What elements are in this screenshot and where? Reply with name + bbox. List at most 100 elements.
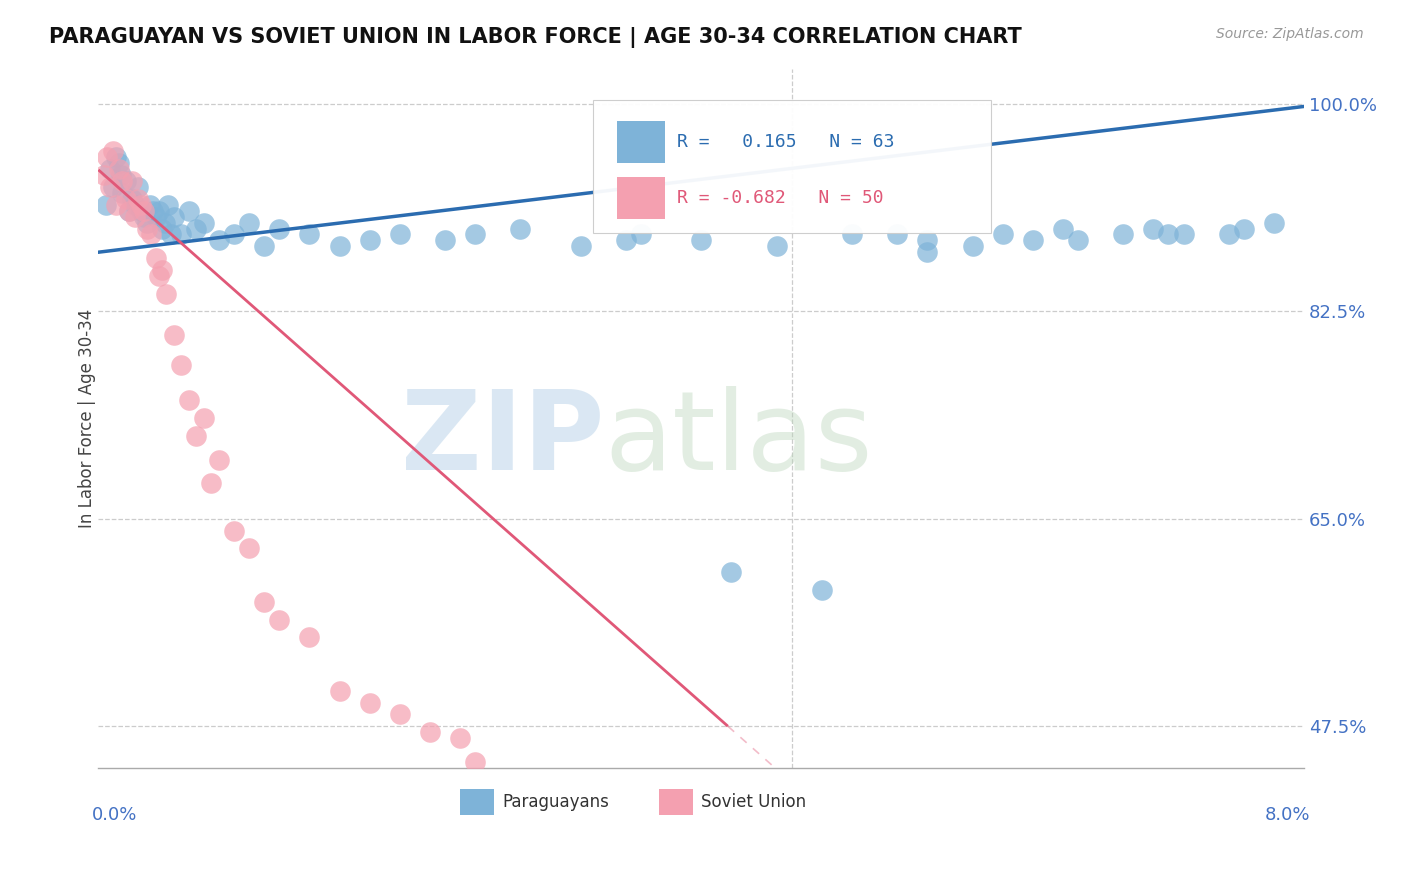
Point <box>177 203 200 218</box>
Point <box>690 802 713 816</box>
Point <box>186 221 208 235</box>
Text: ZIP: ZIP <box>401 385 605 492</box>
Text: PARAGUAYAN VS SOVIET UNION IN LABOR FORCE | AGE 30-34 CORRELATION CHART: PARAGUAYAN VS SOVIET UNION IN LABOR FORC… <box>49 27 1022 48</box>
Point <box>170 358 193 372</box>
Point <box>150 263 173 277</box>
Point <box>145 210 167 224</box>
Point <box>1052 221 1074 235</box>
Point <box>138 198 160 212</box>
Point <box>569 239 592 253</box>
Point <box>222 227 245 242</box>
Point <box>105 198 128 212</box>
Point <box>1173 227 1195 242</box>
Point <box>720 808 742 822</box>
Point <box>464 755 486 769</box>
Text: Soviet Union: Soviet Union <box>702 793 807 811</box>
Point <box>114 174 136 188</box>
Point <box>103 145 125 159</box>
Point <box>111 186 134 200</box>
Point <box>156 198 179 212</box>
Point <box>114 192 136 206</box>
Point <box>765 826 787 840</box>
Point <box>222 524 245 538</box>
Point <box>614 784 637 798</box>
Point <box>720 565 742 579</box>
Point <box>569 808 592 822</box>
Point <box>253 239 276 253</box>
Point <box>328 683 350 698</box>
Point <box>177 393 200 408</box>
Point <box>111 174 134 188</box>
Point <box>145 251 167 265</box>
Point <box>127 192 149 206</box>
Text: atlas: atlas <box>605 385 873 492</box>
Point <box>170 227 193 242</box>
Point <box>124 210 146 224</box>
Point <box>129 203 152 218</box>
Bar <box>659 789 693 815</box>
Point <box>148 268 170 283</box>
Point <box>148 203 170 218</box>
Point <box>509 779 531 793</box>
Point <box>449 731 471 745</box>
Point <box>1233 221 1256 235</box>
Text: Source: ZipAtlas.com: Source: ZipAtlas.com <box>1216 27 1364 41</box>
Point <box>139 227 162 242</box>
Point <box>108 156 131 170</box>
Point <box>630 227 652 242</box>
Point <box>121 174 143 188</box>
Point <box>135 221 157 235</box>
Bar <box>460 789 494 815</box>
Point <box>1067 233 1090 247</box>
Point <box>1218 227 1240 242</box>
Point <box>94 198 117 212</box>
Point <box>108 162 131 177</box>
Point <box>1022 233 1045 247</box>
Point <box>127 180 149 194</box>
Point <box>200 476 222 491</box>
Point <box>1142 221 1164 235</box>
Text: R =   0.165   N = 63: R = 0.165 N = 63 <box>678 133 894 151</box>
Point <box>479 772 502 787</box>
Bar <box>617 121 665 163</box>
Point <box>135 216 157 230</box>
Point <box>1112 227 1135 242</box>
Point <box>810 838 832 852</box>
Point <box>359 233 381 247</box>
Point <box>540 797 562 811</box>
Point <box>93 168 115 182</box>
Point <box>359 696 381 710</box>
Point <box>100 180 122 194</box>
Point <box>917 233 939 247</box>
Point <box>238 216 260 230</box>
Text: 0.0%: 0.0% <box>93 806 138 824</box>
Point <box>388 707 411 722</box>
Point <box>690 233 713 247</box>
Point <box>1157 227 1180 242</box>
Point <box>434 233 457 247</box>
Point <box>870 855 893 870</box>
Point <box>150 221 173 235</box>
Point <box>886 227 908 242</box>
Point <box>388 227 411 242</box>
Point <box>208 452 231 467</box>
Y-axis label: In Labor Force | Age 30-34: In Labor Force | Age 30-34 <box>79 309 96 528</box>
Point <box>132 203 155 218</box>
Point <box>962 239 984 253</box>
Text: R = -0.682   N = 50: R = -0.682 N = 50 <box>678 189 884 207</box>
Point <box>1263 216 1285 230</box>
Point <box>841 844 863 858</box>
Point <box>153 216 176 230</box>
Point <box>841 227 863 242</box>
Point <box>253 595 276 609</box>
Point <box>991 227 1014 242</box>
Text: 8.0%: 8.0% <box>1264 806 1310 824</box>
Point <box>117 203 139 218</box>
Point <box>464 227 486 242</box>
Point <box>103 180 125 194</box>
Point <box>659 790 682 805</box>
Point <box>142 203 165 218</box>
Point <box>328 239 350 253</box>
Point <box>238 541 260 556</box>
Point <box>208 233 231 247</box>
